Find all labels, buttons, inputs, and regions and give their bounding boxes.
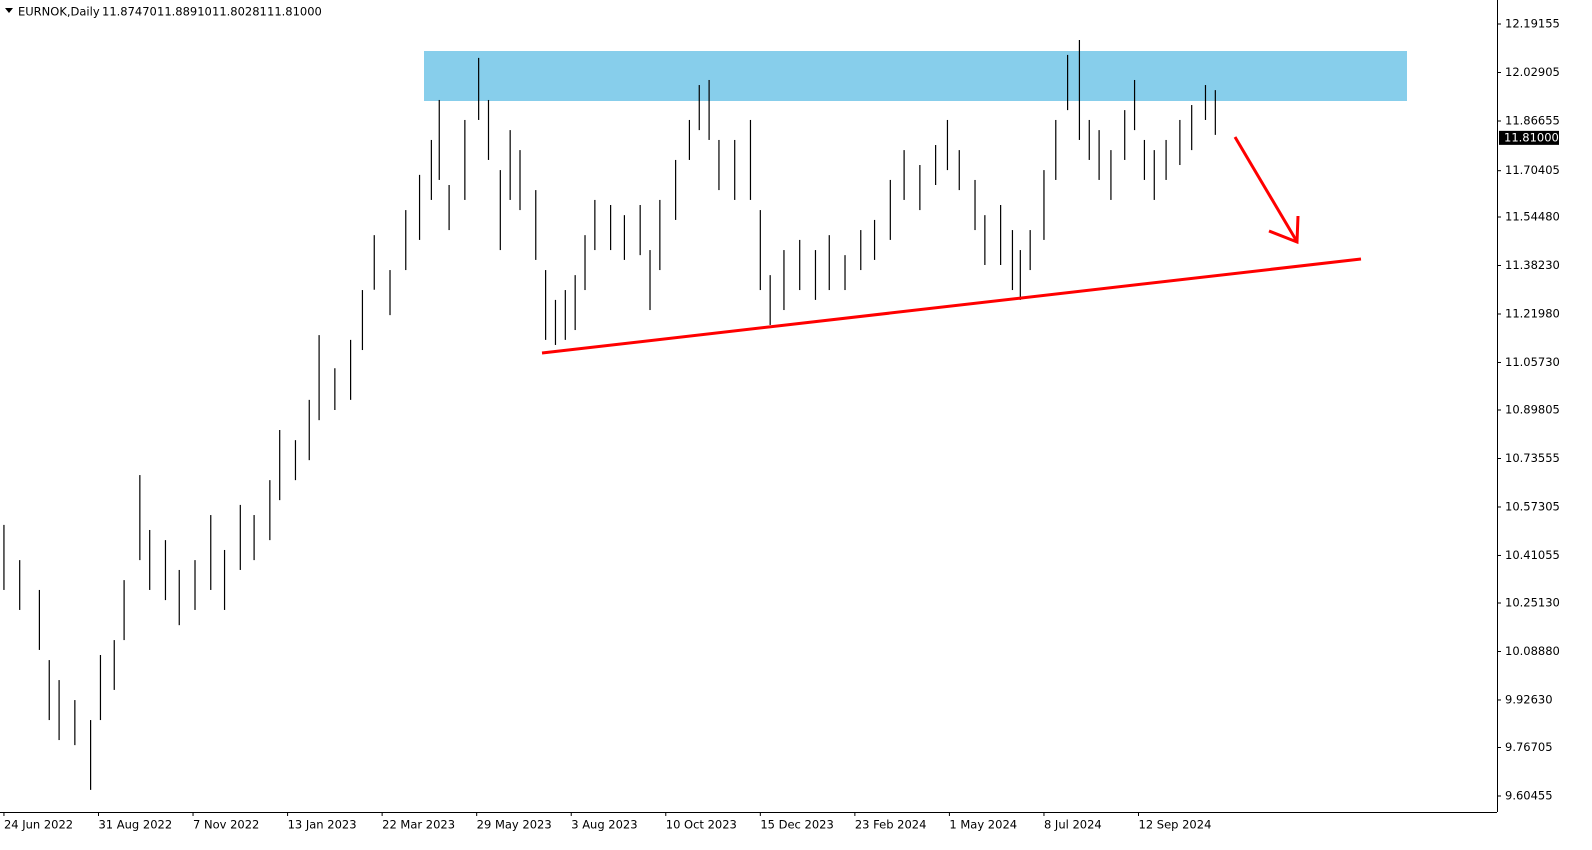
x-tick-label: 23 Feb 2024	[855, 818, 927, 832]
header-value: 11.80281	[212, 5, 267, 19]
x-tick-label: 12 Sep 2024	[1139, 818, 1212, 832]
y-tick-label: 11.70405	[1505, 163, 1560, 177]
x-tick-label: 31 Aug 2022	[98, 818, 172, 832]
x-tick-label: 8 Jul 2024	[1044, 818, 1102, 832]
arrow-shaft	[1233, 136, 1298, 241]
y-tick-label: 9.76705	[1505, 740, 1553, 754]
y-tick-label: 11.38230	[1505, 258, 1560, 272]
x-tick-label: 22 Mar 2023	[382, 818, 455, 832]
header-value: 11.87470	[102, 5, 157, 19]
y-tick-label: 12.02905	[1505, 65, 1560, 79]
resistance-zone	[424, 51, 1407, 101]
symbol-menu-icon[interactable]	[5, 8, 13, 13]
price-bars	[3, 39, 1216, 790]
header-values: 11.87470 11.88910 11.80281 11.81000	[102, 5, 322, 19]
y-tick-label: 12.19155	[1505, 17, 1560, 31]
y-tick-label: 9.92630	[1505, 692, 1553, 706]
y-tick-label: 11.21980	[1505, 306, 1560, 320]
x-tick-label: 24 Jun 2022	[4, 818, 73, 832]
x-tick-label: 13 Jan 2023	[288, 818, 357, 832]
x-tick-label: 7 Nov 2022	[193, 818, 259, 832]
y-tick-label: 10.08880	[1505, 644, 1560, 658]
chart-title: EURNOK,Daily	[18, 5, 100, 19]
y-tick-label: 11.05730	[1505, 355, 1560, 369]
x-tick-label: 3 Aug 2023	[571, 818, 637, 832]
header-value: 11.88910	[157, 5, 212, 19]
x-tick-label: 1 May 2024	[949, 818, 1017, 832]
x-tick-label: 29 May 2023	[477, 818, 552, 832]
support-trendline	[541, 257, 1362, 355]
y-tick-label: 11.54480	[1505, 210, 1560, 224]
y-tick-label: 10.57305	[1505, 499, 1560, 513]
y-tick-label: 10.89805	[1505, 402, 1560, 416]
y-tick-label: 10.41055	[1505, 548, 1560, 562]
x-tick-label: 10 Oct 2023	[666, 818, 737, 832]
x-tick-label: 15 Dec 2023	[760, 818, 833, 832]
last-price-box	[1499, 130, 1559, 145]
arrow-head	[1268, 215, 1300, 245]
y-tick-label: 9.60455	[1505, 788, 1553, 802]
last-price-label: 11.81000	[1504, 130, 1559, 144]
header-value: 11.81000	[267, 5, 322, 19]
y-tick-label: 11.86655	[1505, 113, 1560, 127]
y-tick-label: 10.73555	[1505, 451, 1560, 465]
y-tick-label: 10.25130	[1505, 595, 1560, 609]
